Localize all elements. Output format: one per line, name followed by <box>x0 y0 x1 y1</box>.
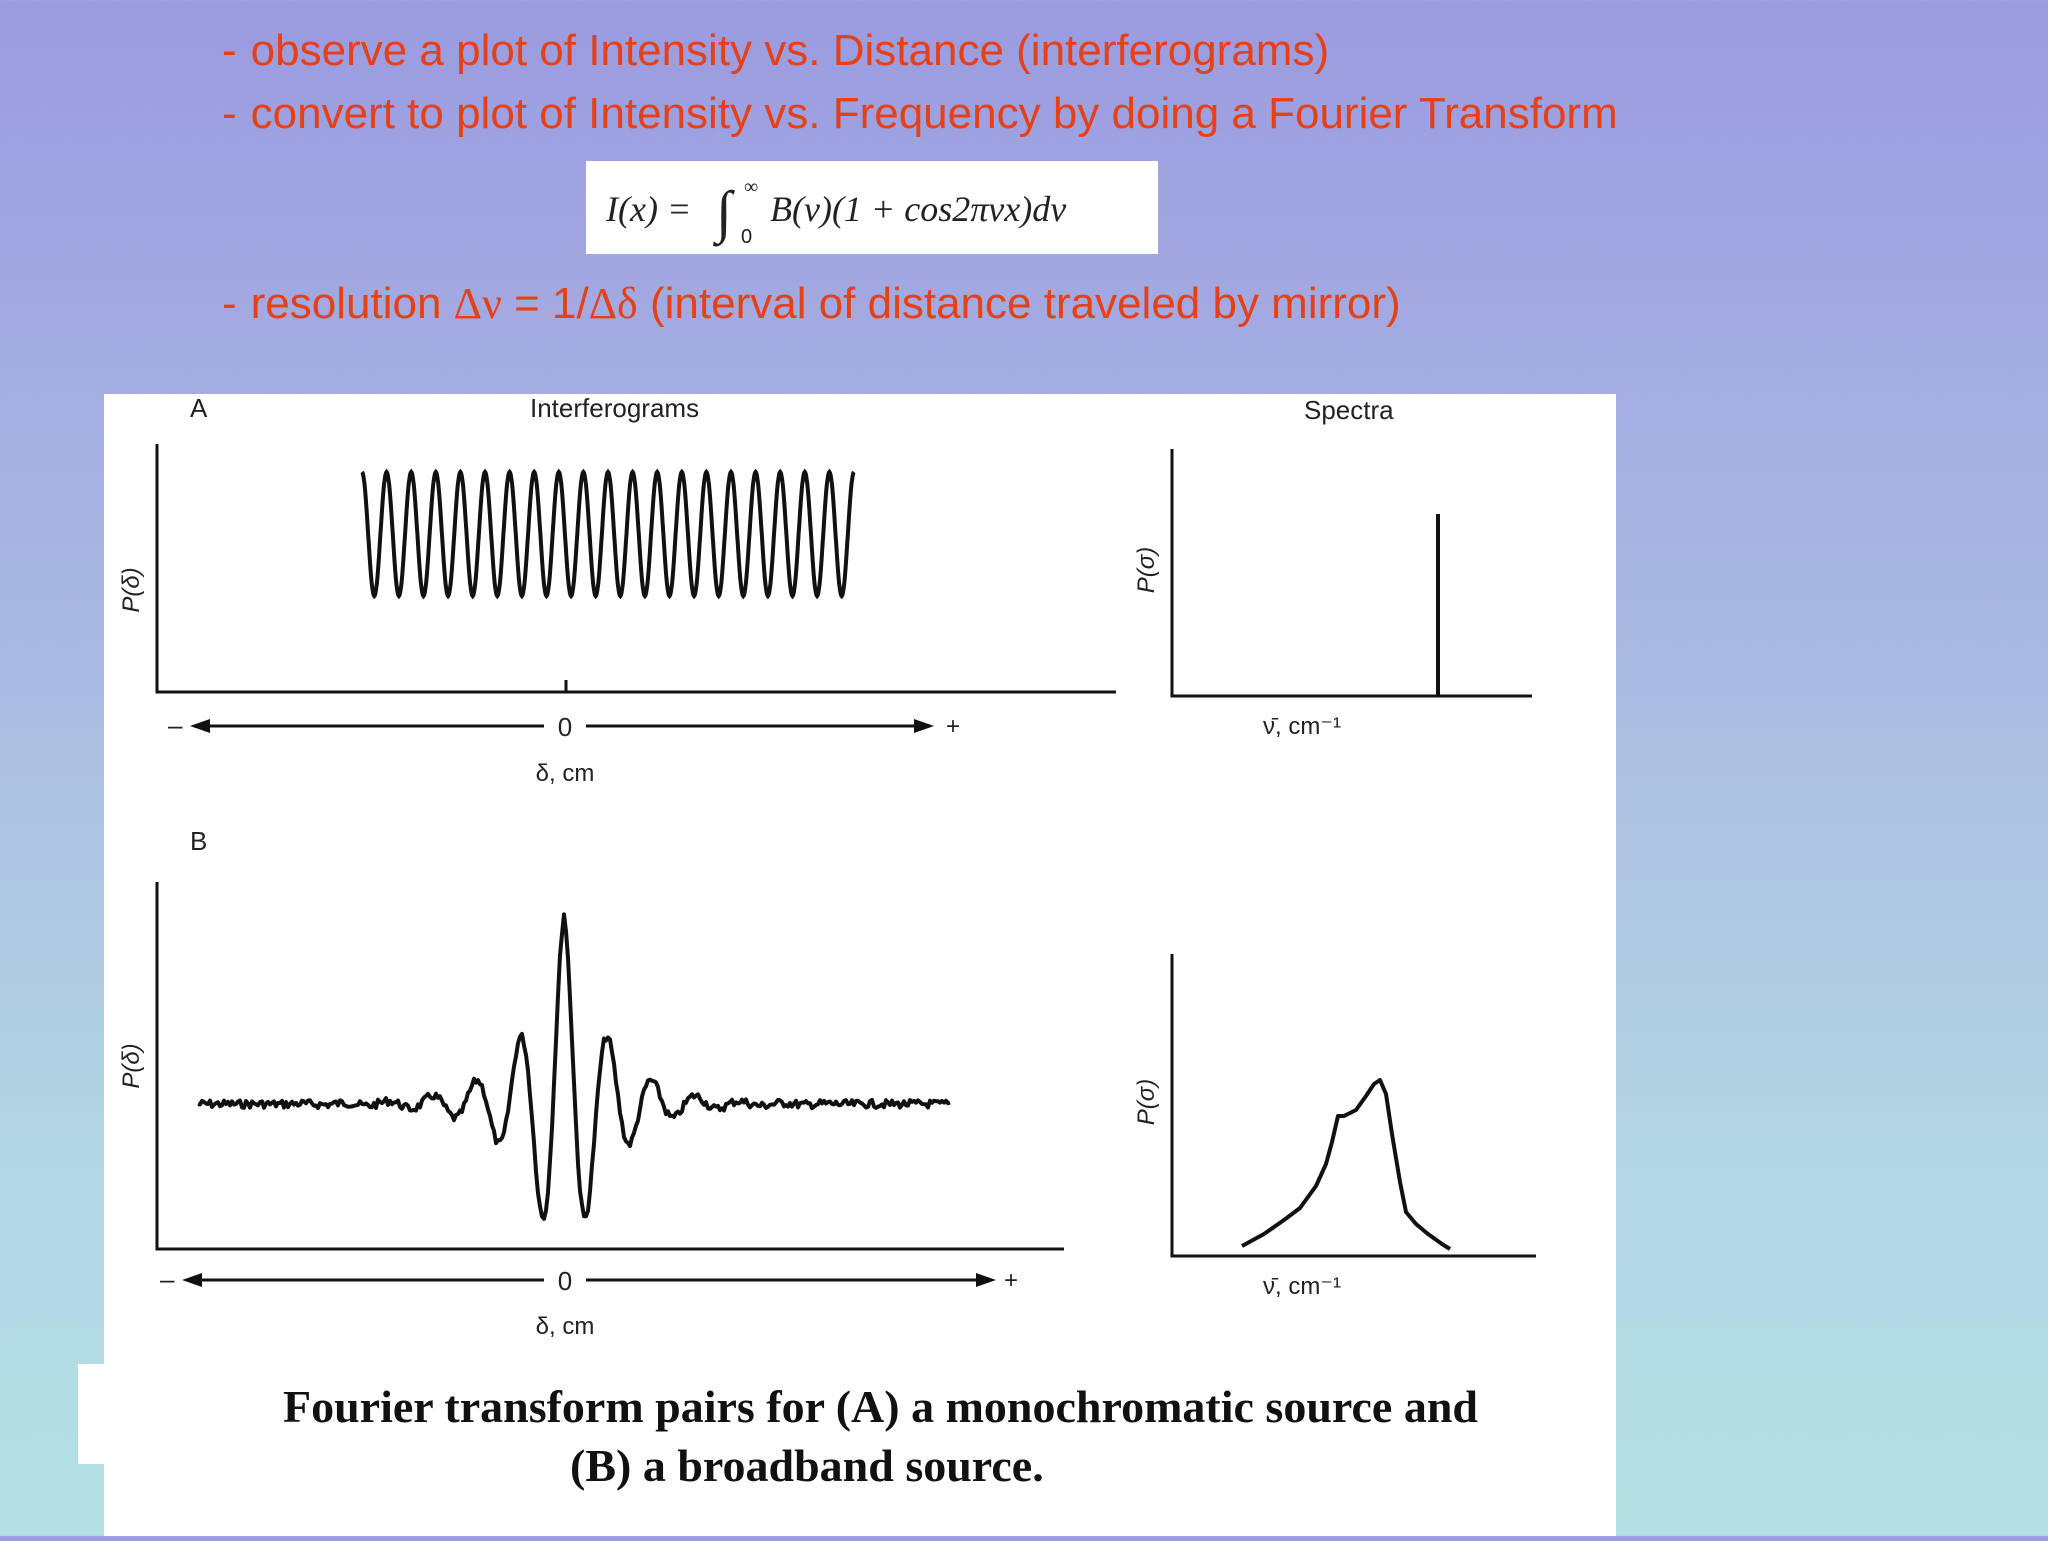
bullet-text-3-prefix: resolution <box>250 279 454 328</box>
caption-line-2: (B) a broadband source. <box>570 1440 1044 1491</box>
formula-lower-limit: 0 <box>741 226 752 248</box>
interferograms-title: Interferograms <box>530 394 699 423</box>
bullet-text-3-suffix: (interval of distance traveled by mirror… <box>637 279 1401 328</box>
arrow-left-icon <box>182 1273 202 1287</box>
panel-a-label: A <box>190 394 208 423</box>
plus-label-b: + <box>1004 1267 1018 1294</box>
delta-delta-symbol: Δδ <box>588 279 638 328</box>
interferogram-a-cosine-curve <box>360 468 856 600</box>
formula-upper-limit: ∞ <box>744 176 758 198</box>
arrow-left-icon <box>190 719 210 733</box>
formula-lhs: I(x) = <box>605 189 691 229</box>
origin-label-b: 0 <box>558 1266 572 1296</box>
y-label-spectrum-b: P(σ) <box>1133 1079 1160 1125</box>
bullet-dash: - <box>222 279 237 328</box>
spectrum-a-axes <box>1170 449 1532 698</box>
bullet-observe-plot: - observe a plot of Intensity vs. Distanc… <box>222 26 1329 76</box>
x-label-spectrum-b: ν̄, cm⁻¹ <box>1263 1273 1341 1300</box>
fourier-formula: I(x) = ∫ ∞ 0 B(ν)(1 + cos2πνx)dν <box>586 161 1158 254</box>
bullet-convert-plot: - convert to plot of Intensity vs. Freque… <box>222 89 1618 139</box>
formula-integrand: B(ν)(1 + cos2πνx)dν <box>770 189 1066 229</box>
integral-sign: ∫ <box>712 179 735 247</box>
bullet-resolution: - resolution Δν = 1/Δδ (interval of dista… <box>222 278 1401 329</box>
arrow-right-icon <box>914 719 934 733</box>
figure-svg: A Interferograms Spectra B P(δ) <box>118 393 1536 1340</box>
bullet-text-1: observe a plot of Intensity vs. Distance… <box>250 26 1330 75</box>
spectrum-b-band-curve <box>1241 1078 1452 1251</box>
caption-line-1: Fourier transform pairs for (A) a monoch… <box>283 1381 1478 1432</box>
x-label-interferogram-b: δ, cm <box>536 1313 595 1340</box>
minus-label-a: – <box>168 710 183 740</box>
formula-svg: I(x) = ∫ ∞ 0 B(ν)(1 + cos2πνx)dν <box>605 176 1066 248</box>
interferogram-a-axes <box>155 444 1116 694</box>
panel-b-label: B <box>190 826 207 856</box>
bullet-text-3-mid: = 1/ <box>501 279 589 328</box>
white-tab <box>78 1364 108 1464</box>
fourier-figure: A Interferograms Spectra B P(δ) <box>104 393 1616 1536</box>
spectra-title: Spectra <box>1304 395 1394 425</box>
minus-label-b: – <box>160 1264 175 1294</box>
interferogram-b-axes <box>155 882 1064 1251</box>
y-label-interferogram-a: P(δ) <box>118 567 145 612</box>
arrow-right-icon <box>976 1273 996 1287</box>
interferogram-b-curve <box>197 912 951 1221</box>
bullet-dash: - <box>222 26 237 75</box>
spectrum-b-axes <box>1170 954 1536 1258</box>
delta-nu-symbol: Δν <box>453 279 502 328</box>
x-label-interferogram-a: δ, cm <box>536 760 595 787</box>
plus-label-a: + <box>946 713 960 740</box>
origin-label-a: 0 <box>558 712 572 742</box>
y-label-interferogram-b: P(δ) <box>118 1043 145 1088</box>
bullet-text-2: convert to plot of Intensity vs. Frequen… <box>250 89 1618 138</box>
x-label-spectrum-a: ν̄, cm⁻¹ <box>1263 713 1341 740</box>
bullet-dash: - <box>222 89 237 138</box>
y-label-spectrum-a: P(σ) <box>1133 547 1160 593</box>
